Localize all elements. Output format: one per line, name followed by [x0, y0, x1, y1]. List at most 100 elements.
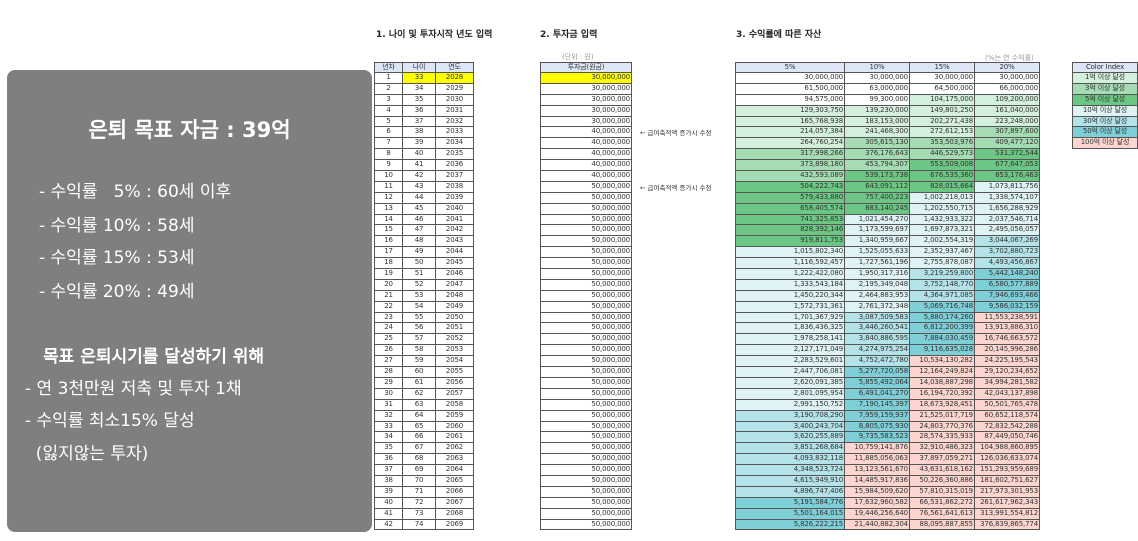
investment-cell[interactable]: 50,000,000	[540, 214, 632, 226]
investment-table: 투자금(원금) 30,000,000 30,000,000 30,000,000 30,…	[540, 62, 632, 531]
asset-cell: 15,984,509,620	[845, 486, 910, 498]
asset-cell: 1,978,258,141	[735, 334, 845, 346]
year-cell: 2063	[436, 454, 474, 466]
year-cell: 2050	[436, 312, 474, 324]
table-row: 50,000,000	[540, 312, 632, 324]
asset-cell: 5,277,720,058	[845, 367, 910, 378]
investment-cell[interactable]: 50,000,000	[540, 312, 632, 324]
investment-cell[interactable]: 50,000,000	[540, 345, 632, 357]
age-cell: 44	[403, 192, 436, 204]
investment-cell[interactable]: 30,000,000	[540, 94, 632, 106]
investment-cell[interactable]: 50,000,000	[540, 410, 632, 422]
investment-cell[interactable]: 30,000,000	[540, 83, 632, 95]
table-row: 50,000,000	[540, 421, 632, 433]
investment-cell[interactable]: 30,000,000	[540, 116, 632, 128]
investment-cell[interactable]: 50,000,000	[540, 334, 632, 346]
table-row: 4 36 2031	[374, 105, 474, 117]
asset-cell: 37,897,059,271	[910, 454, 975, 466]
asset-cell: 3,190,708,290	[735, 410, 845, 422]
investment-cell[interactable]: 30,000,000	[540, 73, 632, 84]
table-row: 50,000,000	[540, 356, 632, 368]
table-row: 50,000,000	[540, 225, 632, 237]
asset-cell: 376,839,865,774	[975, 519, 1040, 531]
investment-cell[interactable]: 30,000,000	[540, 105, 632, 117]
assets-table: 5% 10% 15% 20% 30,000,000 30,000,000 30,000,00…	[735, 62, 1040, 531]
rate-line: - 수익률 10% : 58세	[39, 216, 195, 236]
year-index-cell: 26	[374, 345, 403, 357]
investment-cell[interactable]: 50,000,000	[540, 497, 632, 509]
table-row: 9 41 2036	[374, 160, 474, 172]
investment-cell[interactable]: 50,000,000	[540, 465, 632, 476]
investment-cell[interactable]: 50,000,000	[540, 192, 632, 204]
asset-cell: 66,531,862,272	[910, 497, 975, 509]
investment-cell[interactable]: 40,000,000	[540, 160, 632, 172]
year-cell: 2053	[436, 345, 474, 357]
table-row: 3,190,708,290 7,959,159,937 21,525,017,719…	[735, 410, 1040, 422]
table-row: 317,998,266 376,176,643 446,529,573 531,372…	[735, 149, 1040, 161]
year-index-cell: 12	[374, 192, 403, 204]
asset-cell: 1,222,422,080	[735, 269, 845, 280]
investment-cell[interactable]: 50,000,000	[540, 203, 632, 215]
year-index-cell: 16	[374, 236, 403, 248]
investment-cell[interactable]: 50,000,000	[540, 421, 632, 433]
investment-cell[interactable]: 50,000,000	[540, 269, 632, 280]
investment-cell[interactable]: 50,000,000	[540, 258, 632, 270]
table-row: 50,000,000	[540, 290, 632, 302]
year-cell: 2037	[436, 171, 474, 182]
investment-cell[interactable]: 40,000,000	[540, 127, 632, 139]
column-header: 10%	[845, 62, 910, 73]
investment-cell[interactable]: 50,000,000	[540, 399, 632, 411]
investment-cell[interactable]: 50,000,000	[540, 454, 632, 466]
year-index-cell: 20	[374, 279, 403, 291]
legend-row: 3억 이상 달성	[1072, 83, 1138, 95]
asset-cell: 161,040,000	[975, 105, 1040, 117]
year-cell: 2043	[436, 236, 474, 248]
investment-cell[interactable]: 50,000,000	[540, 181, 632, 193]
investment-cell[interactable]: 50,000,000	[540, 432, 632, 444]
investment-cell[interactable]: 50,000,000	[540, 486, 632, 498]
investment-cell[interactable]: 50,000,000	[540, 236, 632, 248]
investment-cell[interactable]: 40,000,000	[540, 149, 632, 161]
investment-cell[interactable]: 50,000,000	[540, 290, 632, 302]
table-row: 38 70 2065	[374, 475, 474, 487]
asset-cell: 1,173,599,697	[845, 225, 910, 237]
investment-cell[interactable]: 50,000,000	[540, 225, 632, 237]
year-cell: 2058	[436, 399, 474, 411]
investment-cell[interactable]: 50,000,000	[540, 367, 632, 378]
age-cell: 74	[403, 519, 436, 531]
asset-cell: 5,826,222,215	[735, 519, 845, 531]
investment-cell[interactable]: 50,000,000	[540, 443, 632, 455]
year-index-cell: 22	[374, 301, 403, 313]
investment-cell[interactable]: 50,000,000	[540, 279, 632, 291]
investment-cell[interactable]: 50,000,000	[540, 323, 632, 335]
investment-cell[interactable]: 50,000,000	[540, 247, 632, 259]
investment-cell[interactable]: 40,000,000	[540, 138, 632, 150]
investment-cell[interactable]: 50,000,000	[540, 377, 632, 389]
year-index-cell: 6	[374, 127, 403, 139]
asset-cell: 5,069,716,748	[910, 301, 975, 313]
table-row: 432,593,089 539,173,738 676,535,360 853,176…	[735, 171, 1040, 182]
investment-cell[interactable]: 50,000,000	[540, 301, 632, 313]
asset-cell: 2,195,349,048	[845, 279, 910, 291]
investment-cell[interactable]: 50,000,000	[540, 388, 632, 400]
color-index-legend: Color Index 1억 이상 달성 3억 이상 달성 5억 이상 달성 10억 이…	[1072, 62, 1138, 150]
investment-cell[interactable]: 50,000,000	[540, 356, 632, 368]
year-cell: 2068	[436, 508, 474, 520]
table-header: 투자금(원금)	[540, 62, 632, 73]
year-index-cell: 35	[374, 443, 403, 455]
asset-cell: 223,248,000	[975, 116, 1040, 128]
table-row: 10 42 2037	[374, 171, 474, 182]
year-cell[interactable]: 2028	[436, 73, 474, 84]
asset-cell: 99,300,000	[845, 94, 910, 106]
table-row: 1,572,731,361 2,761,372,348 5,069,716,748 9…	[735, 301, 1040, 313]
asset-cell: 7,959,159,937	[845, 410, 910, 422]
asset-cell: 4,615,949,910	[735, 475, 845, 487]
investment-cell[interactable]: 50,000,000	[540, 519, 632, 531]
investment-cell[interactable]: 50,000,000	[540, 508, 632, 520]
column-header: 나이	[403, 62, 436, 73]
investment-cell[interactable]: 50,000,000	[540, 475, 632, 487]
asset-cell: 16,746,663,572	[975, 334, 1040, 346]
age-cell[interactable]: 33	[403, 73, 436, 84]
age-cell: 65	[403, 421, 436, 433]
investment-cell[interactable]: 40,000,000	[540, 171, 632, 182]
